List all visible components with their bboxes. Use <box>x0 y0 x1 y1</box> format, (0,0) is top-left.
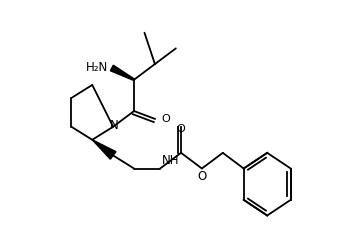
Polygon shape <box>110 65 134 80</box>
Text: O: O <box>197 170 207 183</box>
Text: O: O <box>162 114 170 124</box>
Text: NH: NH <box>162 154 179 167</box>
Text: O: O <box>177 124 185 134</box>
Text: H₂N: H₂N <box>86 61 108 74</box>
Polygon shape <box>92 140 116 159</box>
Text: N: N <box>110 119 119 132</box>
